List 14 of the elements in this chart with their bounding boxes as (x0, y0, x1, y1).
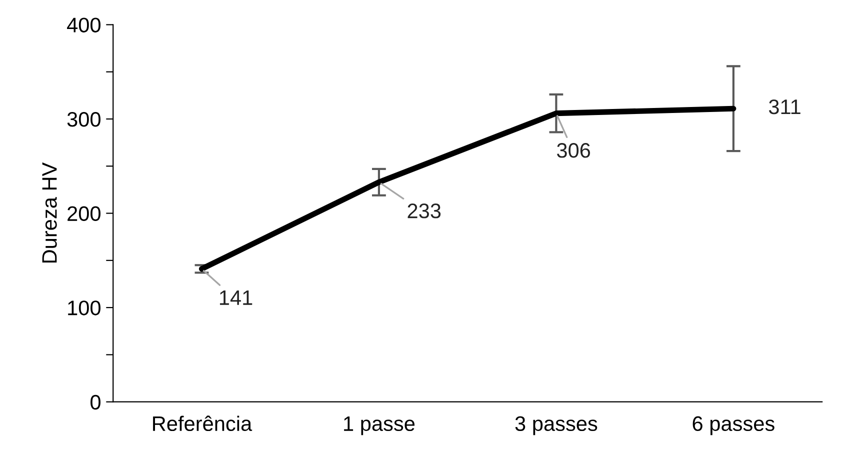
x-tick-label: Referência (153, 416, 252, 432)
x-tick-label: 3 passes (515, 416, 598, 436)
y-tick-label: 300 (67, 112, 100, 127)
data-label: 311 (768, 99, 800, 114)
data-label: 233 (408, 204, 441, 218)
data-label: 306 (556, 143, 590, 158)
data-label: 141 (220, 290, 252, 305)
y-tick-label: 200 (68, 206, 100, 222)
y-axis-title: Dureza HV (42, 162, 57, 263)
y-tick-label: 400 (67, 18, 100, 32)
x-tick-label: 6 passes (692, 416, 774, 436)
x-tick-label: 1 passe (344, 416, 415, 436)
y-tick-label: 100 (68, 300, 100, 316)
y-tick-label: 0 (90, 394, 100, 410)
